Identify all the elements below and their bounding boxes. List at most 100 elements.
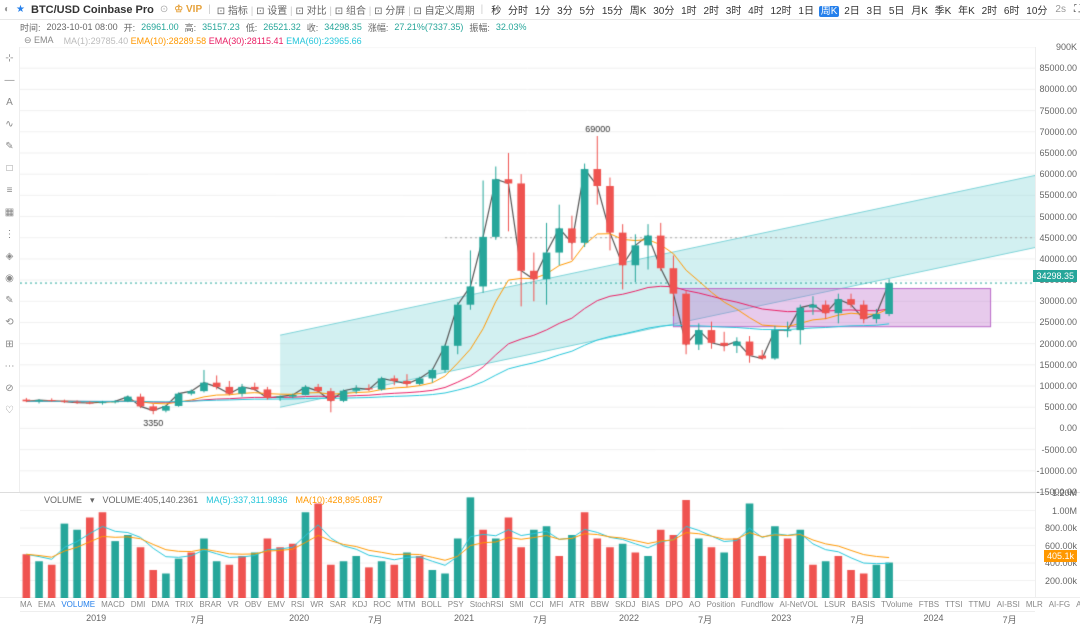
indicator-btn[interactable]: SKDJ (615, 600, 635, 609)
drawing-tools-sidebar: ⊹ — A ∿ ✎ □ ≡ ▦ ⋮ ◈ ◉ ✎ ⟲ ⊞ ⋯ ⊘ ♡ (0, 47, 20, 492)
draw-tool[interactable]: ⊹ (3, 51, 17, 65)
price-axis: 900K85000.0080000.0075000.0070000.006500… (1035, 47, 1080, 492)
timeframe-btn[interactable]: 15分 (600, 6, 625, 17)
timeframe-btn[interactable]: 年K (956, 6, 977, 17)
indicator-btn[interactable]: OBV (245, 600, 262, 609)
indicator-btn[interactable]: BRAR (199, 600, 221, 609)
indicator-btn[interactable]: AI-FDI (1076, 600, 1080, 609)
draw-tool[interactable]: A (3, 95, 17, 109)
indicator-btn[interactable]: SMI (510, 600, 524, 609)
draw-tool[interactable]: ◉ (3, 271, 17, 285)
volume-axis: 1.20M1.00M800.00k600.00k400.00k200.00k40… (1035, 493, 1080, 597)
timeframe-btn[interactable]: 3时 (724, 6, 744, 17)
timeframe-btn[interactable]: 1分 (533, 6, 553, 17)
timeframe-btn[interactable]: 5日 (887, 6, 907, 17)
timeframe-btn[interactable]: 3日 (865, 6, 885, 17)
volume-legend: VOLUME▾ VOLUME:405,140.2361 MA(5):337,31… (44, 495, 383, 506)
indicator-btn[interactable]: RSI (291, 600, 304, 609)
indicator-btn[interactable]: FTBS (919, 600, 939, 609)
draw-tool[interactable]: ≡ (3, 183, 17, 197)
indicator-btn[interactable]: MTM (397, 600, 415, 609)
timeframe-btn[interactable]: 6时 (1002, 6, 1022, 17)
indicator-btn[interactable]: MACD (101, 600, 125, 609)
draw-tool[interactable]: ∿ (3, 117, 17, 131)
indicator-btn[interactable]: LSUR (824, 600, 845, 609)
indicator-btn[interactable]: BIAS (641, 600, 659, 609)
toolbar-btn[interactable]: ⊡ 自定义周期 (413, 6, 474, 17)
indicator-btn[interactable]: BASIS (852, 600, 876, 609)
indicator-btn[interactable]: VOLUME (61, 600, 95, 609)
indicator-btn[interactable]: AI-FG (1049, 600, 1070, 609)
expand-icon[interactable]: ⛶ (1074, 4, 1080, 15)
timeframe-btn[interactable]: 10分 (1024, 6, 1049, 17)
timeframe-btn[interactable]: 3分 (555, 6, 575, 17)
timeframe-btn[interactable]: 1时 (679, 6, 699, 17)
timeframe-btn[interactable]: 月K (909, 6, 930, 17)
draw-tool[interactable]: ✎ (3, 139, 17, 153)
indicator-btn[interactable]: MA (20, 600, 32, 609)
draw-tool[interactable]: — (3, 73, 17, 87)
indicator-btn[interactable]: TVolume (881, 600, 913, 609)
price-chart[interactable] (20, 47, 1035, 492)
indicator-btn[interactable]: DMA (151, 600, 169, 609)
draw-tool[interactable]: ⊞ (3, 337, 17, 351)
indicator-btn[interactable]: TTMU (968, 600, 990, 609)
indicator-btn[interactable]: ATR (569, 600, 584, 609)
timeframe-btn[interactable]: 周K (628, 6, 649, 17)
indicator-btn[interactable]: MFI (550, 600, 564, 609)
indicator-btn[interactable]: EMA (38, 600, 55, 609)
timeframe-btn[interactable]: 4时 (746, 6, 766, 17)
indicator-btn[interactable]: EMV (268, 600, 285, 609)
indicator-btn[interactable]: TTSI (945, 600, 962, 609)
indicator-btn[interactable]: Fundflow (741, 600, 773, 609)
indicator-btn[interactable]: TRIX (175, 600, 193, 609)
time-indicator: 2s (1055, 4, 1066, 15)
timeframe-btn[interactable]: 分时 (506, 6, 530, 17)
favorite-icon[interactable]: ★ (16, 4, 25, 15)
indicator-btn[interactable]: StochRSI (470, 600, 504, 609)
draw-tool[interactable]: ⋮ (3, 227, 17, 241)
indicator-btn[interactable]: VR (228, 600, 239, 609)
indicator-btn[interactable]: BBW (591, 600, 609, 609)
timeframe-btn[interactable]: 12时 (768, 6, 793, 17)
draw-tool[interactable]: ⋯ (3, 359, 17, 373)
timeframe-btn[interactable]: 秒 (489, 6, 503, 17)
toolbar-btn[interactable]: ⊡ 对比 (295, 6, 326, 17)
indicator-btn[interactable]: KDJ (352, 600, 367, 609)
draw-tool[interactable]: ♡ (3, 403, 17, 417)
draw-tool[interactable]: ◈ (3, 249, 17, 263)
draw-tool[interactable]: ✎ (3, 293, 17, 307)
timeframe-btn[interactable]: 2时 (701, 6, 721, 17)
indicator-btn[interactable]: DPO (666, 600, 683, 609)
timeframe-btn[interactable]: 5分 (578, 6, 598, 17)
symbol-name[interactable]: BTC/USD Coinbase Pro (31, 4, 154, 16)
indicator-btn[interactable]: SAR (330, 600, 346, 609)
indicator-btn[interactable]: AO (689, 600, 701, 609)
indicator-btn[interactable]: MLR (1026, 600, 1043, 609)
indicator-btn[interactable]: WR (310, 600, 323, 609)
indicator-btn[interactable]: ROC (373, 600, 391, 609)
timeframe-btn[interactable]: 2时 (980, 6, 1000, 17)
timeframe-btn[interactable]: 周K (819, 6, 840, 17)
indicator-btn[interactable]: BOLL (421, 600, 441, 609)
indicator-btn[interactable]: Position (707, 600, 735, 609)
indicator-btn[interactable]: AI-BSI (997, 600, 1020, 609)
indicator-btn[interactable]: CCI (530, 600, 544, 609)
timeframe-btn[interactable]: 2日 (842, 6, 862, 17)
timeframe-btn[interactable]: 季K (933, 6, 954, 17)
volume-chart[interactable]: VOLUME▾ VOLUME:405,140.2361 MA(5):337,31… (20, 493, 1035, 597)
timeframe-btn[interactable]: 1日 (796, 6, 816, 17)
toolbar-btn[interactable]: ⊡ 分屏 (374, 6, 405, 17)
search-icon[interactable]: ⊙ (160, 4, 168, 15)
indicator-btn[interactable]: AI-NetVOL (780, 600, 819, 609)
indicator-btn[interactable]: PSY (448, 600, 464, 609)
draw-tool[interactable]: □ (3, 161, 17, 175)
toolbar-btn[interactable]: ⊡ 组合 (335, 6, 366, 17)
draw-tool[interactable]: ▦ (3, 205, 17, 219)
indicator-btn[interactable]: DMI (131, 600, 146, 609)
draw-tool[interactable]: ⟲ (3, 315, 17, 329)
timeframe-btn[interactable]: 30分 (651, 6, 676, 17)
draw-tool[interactable]: ⊘ (3, 381, 17, 395)
toolbar-btn[interactable]: ⊡ 指标 (217, 6, 248, 17)
toolbar-btn[interactable]: ⊡ 设置 (256, 6, 287, 17)
